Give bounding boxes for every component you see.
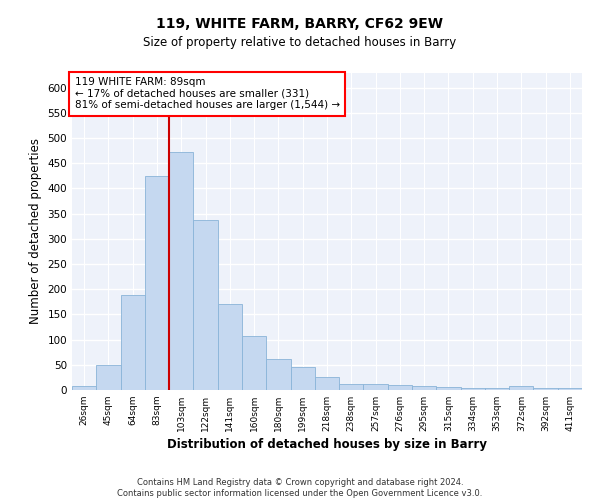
Bar: [121, 296, 145, 390]
Bar: [558, 388, 582, 390]
Bar: [461, 388, 485, 390]
Bar: [315, 378, 339, 390]
Bar: [96, 365, 121, 390]
X-axis label: Distribution of detached houses by size in Barry: Distribution of detached houses by size …: [167, 438, 487, 451]
Y-axis label: Number of detached properties: Number of detached properties: [29, 138, 42, 324]
Bar: [72, 386, 96, 390]
Bar: [169, 152, 193, 390]
Bar: [290, 368, 315, 390]
Bar: [266, 359, 290, 390]
Bar: [509, 386, 533, 390]
Bar: [218, 304, 242, 390]
Bar: [388, 386, 412, 390]
Bar: [533, 388, 558, 390]
Bar: [145, 176, 169, 390]
Text: Size of property relative to detached houses in Barry: Size of property relative to detached ho…: [143, 36, 457, 49]
Bar: [193, 220, 218, 390]
Bar: [412, 386, 436, 390]
Bar: [364, 384, 388, 390]
Bar: [436, 388, 461, 390]
Text: 119, WHITE FARM, BARRY, CF62 9EW: 119, WHITE FARM, BARRY, CF62 9EW: [157, 18, 443, 32]
Text: 119 WHITE FARM: 89sqm
← 17% of detached houses are smaller (331)
81% of semi-det: 119 WHITE FARM: 89sqm ← 17% of detached …: [74, 78, 340, 110]
Bar: [485, 388, 509, 390]
Bar: [242, 336, 266, 390]
Bar: [339, 384, 364, 390]
Text: Contains HM Land Registry data © Crown copyright and database right 2024.
Contai: Contains HM Land Registry data © Crown c…: [118, 478, 482, 498]
